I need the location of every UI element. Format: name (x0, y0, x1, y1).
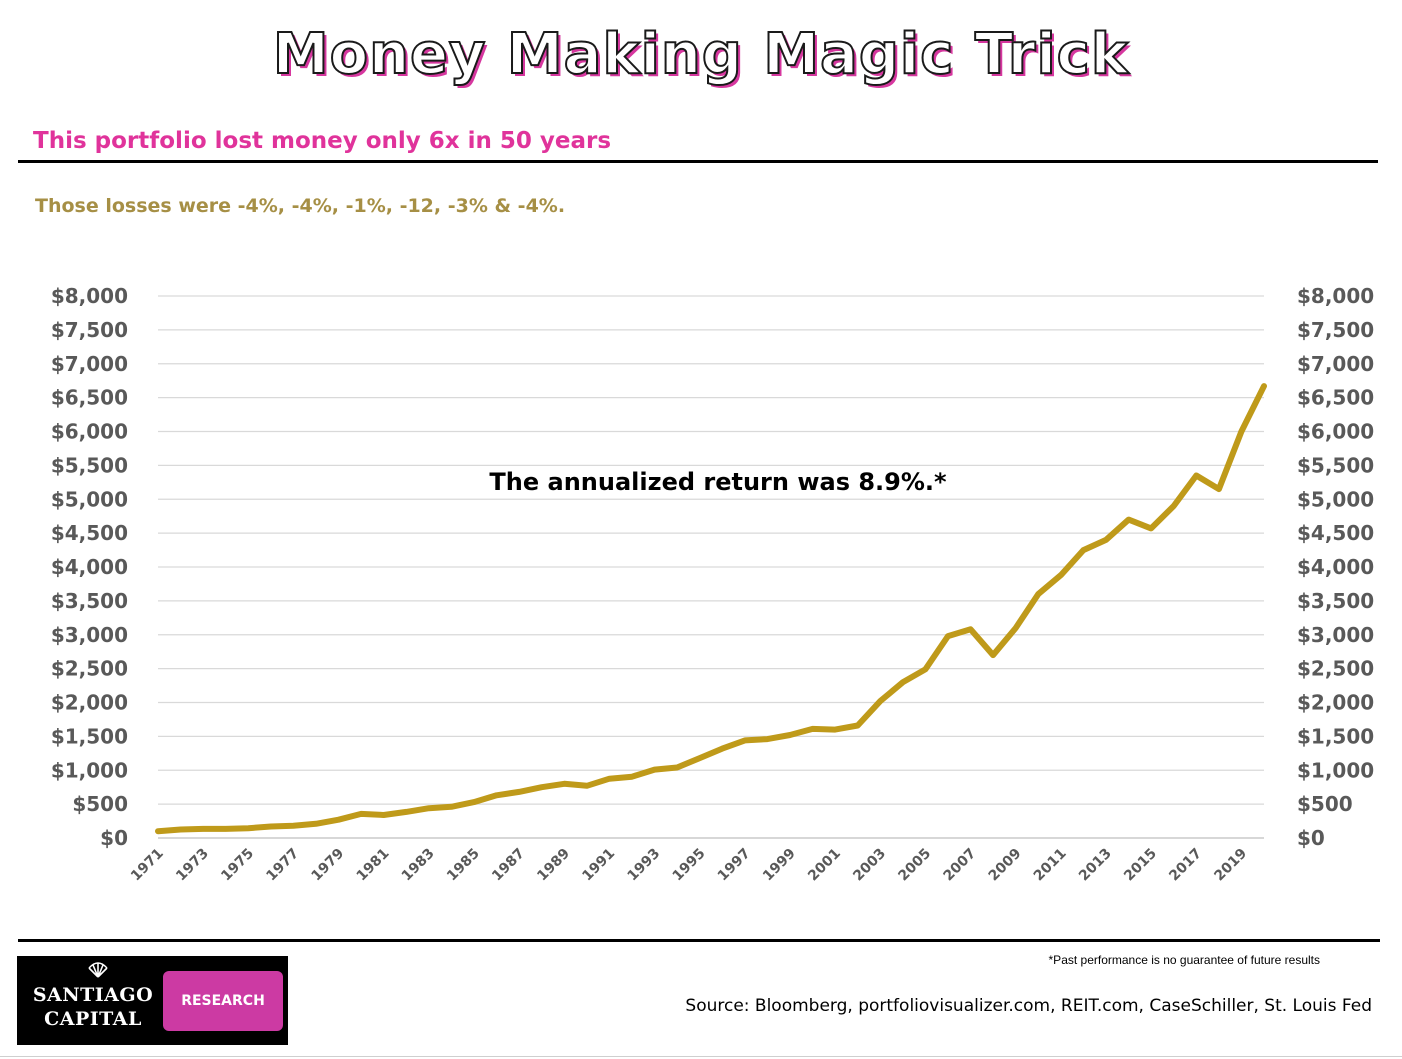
y-tick-label-left: $0 (100, 826, 128, 850)
gridlines (158, 295, 1264, 839)
x-tick-label: 1985 (444, 846, 483, 885)
shell-icon (88, 962, 108, 978)
x-tick-label: 2007 (941, 846, 980, 885)
y-tick-label-left: $7,000 (51, 352, 128, 376)
y-tick-label-left: $2,000 (51, 691, 128, 715)
y-tick-label-left: $2,500 (51, 657, 128, 681)
x-tick-label: 1995 (670, 846, 709, 885)
bottom-divider (18, 939, 1380, 942)
source-note: Source: Bloomberg, portfoliovisualizer.c… (685, 996, 1372, 1016)
y-tick-label-right: $1,500 (1297, 724, 1374, 748)
y-tick-label-left: $1,000 (51, 758, 128, 782)
y-tick-label-right: $2,000 (1297, 691, 1374, 715)
y-tick-label-right: $500 (1297, 792, 1353, 816)
y-tick-label-left: $3,000 (51, 623, 128, 647)
y-tick-label-right: $4,500 (1297, 521, 1374, 545)
y-tick-label-left: $6,000 (51, 420, 128, 444)
y-tick-label-left: $7,500 (51, 318, 128, 342)
y-tick-label-left: $4,500 (51, 521, 128, 545)
y-tick-label-right: $5,500 (1297, 453, 1374, 477)
santiago-capital-logo: Santiago Capital RESEARCH (17, 956, 288, 1045)
y-tick-label-left: $6,500 (51, 386, 128, 410)
x-tick-label: 1977 (263, 846, 302, 885)
y-tick-label-right: $2,500 (1297, 657, 1374, 681)
research-badge: RESEARCH (163, 971, 283, 1031)
y-axis-right: $0 $500 $1,000 $1,500 $2,000 $2,500 $3,000 $3,5… (1297, 284, 1374, 850)
x-tick-label: 1981 (354, 846, 393, 885)
x-tick-label: 2003 (850, 846, 889, 885)
y-tick-label-left: $5,500 (51, 453, 128, 477)
x-tick-label: 2017 (1166, 846, 1205, 885)
x-tick-label: 1971 (128, 846, 167, 885)
x-tick-label: 2015 (1121, 846, 1160, 885)
series-line-portfolio (155, 383, 1267, 835)
x-tick-label: 2001 (805, 846, 844, 885)
top-divider (18, 160, 1378, 163)
y-tick-label-right: $3,500 (1297, 589, 1374, 613)
y-tick-label-right: $6,000 (1297, 420, 1374, 444)
y-tick-label-right: $7,000 (1297, 352, 1374, 376)
y-tick-label-left: $500 (72, 792, 128, 816)
x-tick-label: 1993 (625, 846, 664, 885)
y-tick-label-left: $8,000 (51, 284, 128, 308)
x-tick-label: 1983 (399, 846, 438, 885)
y-tick-label-right: $1,000 (1297, 758, 1374, 782)
x-tick-label: 1987 (489, 846, 528, 885)
x-tick-label: 2013 (1076, 846, 1115, 885)
x-tick-label: 1979 (309, 846, 348, 885)
losses-note: Those losses were -4%, -4%, -1%, -12, -3… (35, 195, 566, 217)
subtitle: This portfolio lost money only 6x in 50 … (33, 128, 612, 154)
y-tick-label-right: $0 (1297, 826, 1325, 850)
x-tick-label: 1975 (218, 846, 257, 885)
x-tick-label: 1999 (760, 846, 799, 885)
y-tick-label-right: $8,000 (1297, 284, 1374, 308)
x-tick-label: 1991 (579, 846, 618, 885)
y-tick-label-right: $7,500 (1297, 318, 1374, 342)
x-axis: 1971 1973 1975 1977 1979 1981 1983 1985 1987 1989… (128, 846, 1250, 885)
x-tick-label: 1997 (715, 846, 754, 885)
logo-text-capital: Capital (44, 1008, 142, 1030)
x-tick-label: 2019 (1211, 846, 1250, 885)
y-tick-label-right: $5,000 (1297, 487, 1374, 511)
y-tick-label-right: $4,000 (1297, 555, 1374, 579)
y-tick-label-left: $3,500 (51, 589, 128, 613)
x-tick-label: 2009 (986, 846, 1025, 885)
x-tick-label: 2011 (1031, 846, 1070, 885)
page-bottom-border (0, 1056, 1402, 1057)
y-tick-label-right: $6,500 (1297, 386, 1374, 410)
x-tick-label: 1989 (534, 846, 573, 885)
y-tick-label-left: $1,500 (51, 724, 128, 748)
annualized-return-annotation: The annualized return was 8.9%.* (489, 468, 947, 496)
x-tick-label: 2005 (895, 846, 934, 885)
y-tick-label-left: $5,000 (51, 487, 128, 511)
y-tick-label-left: $4,000 (51, 555, 128, 579)
disclaimer: *Past performance is no guarantee of fut… (1048, 953, 1320, 967)
x-tick-label: 1973 (173, 846, 212, 885)
logo-text-santiago: Santiago (32, 984, 154, 1006)
y-axis-left: $0 $500 $1,000 $1,500 $2,000 $2,500 $3,000 $3,5… (51, 284, 128, 850)
page-title: Money Making Magic Trick (272, 21, 1130, 88)
y-tick-label-right: $3,000 (1297, 623, 1374, 647)
